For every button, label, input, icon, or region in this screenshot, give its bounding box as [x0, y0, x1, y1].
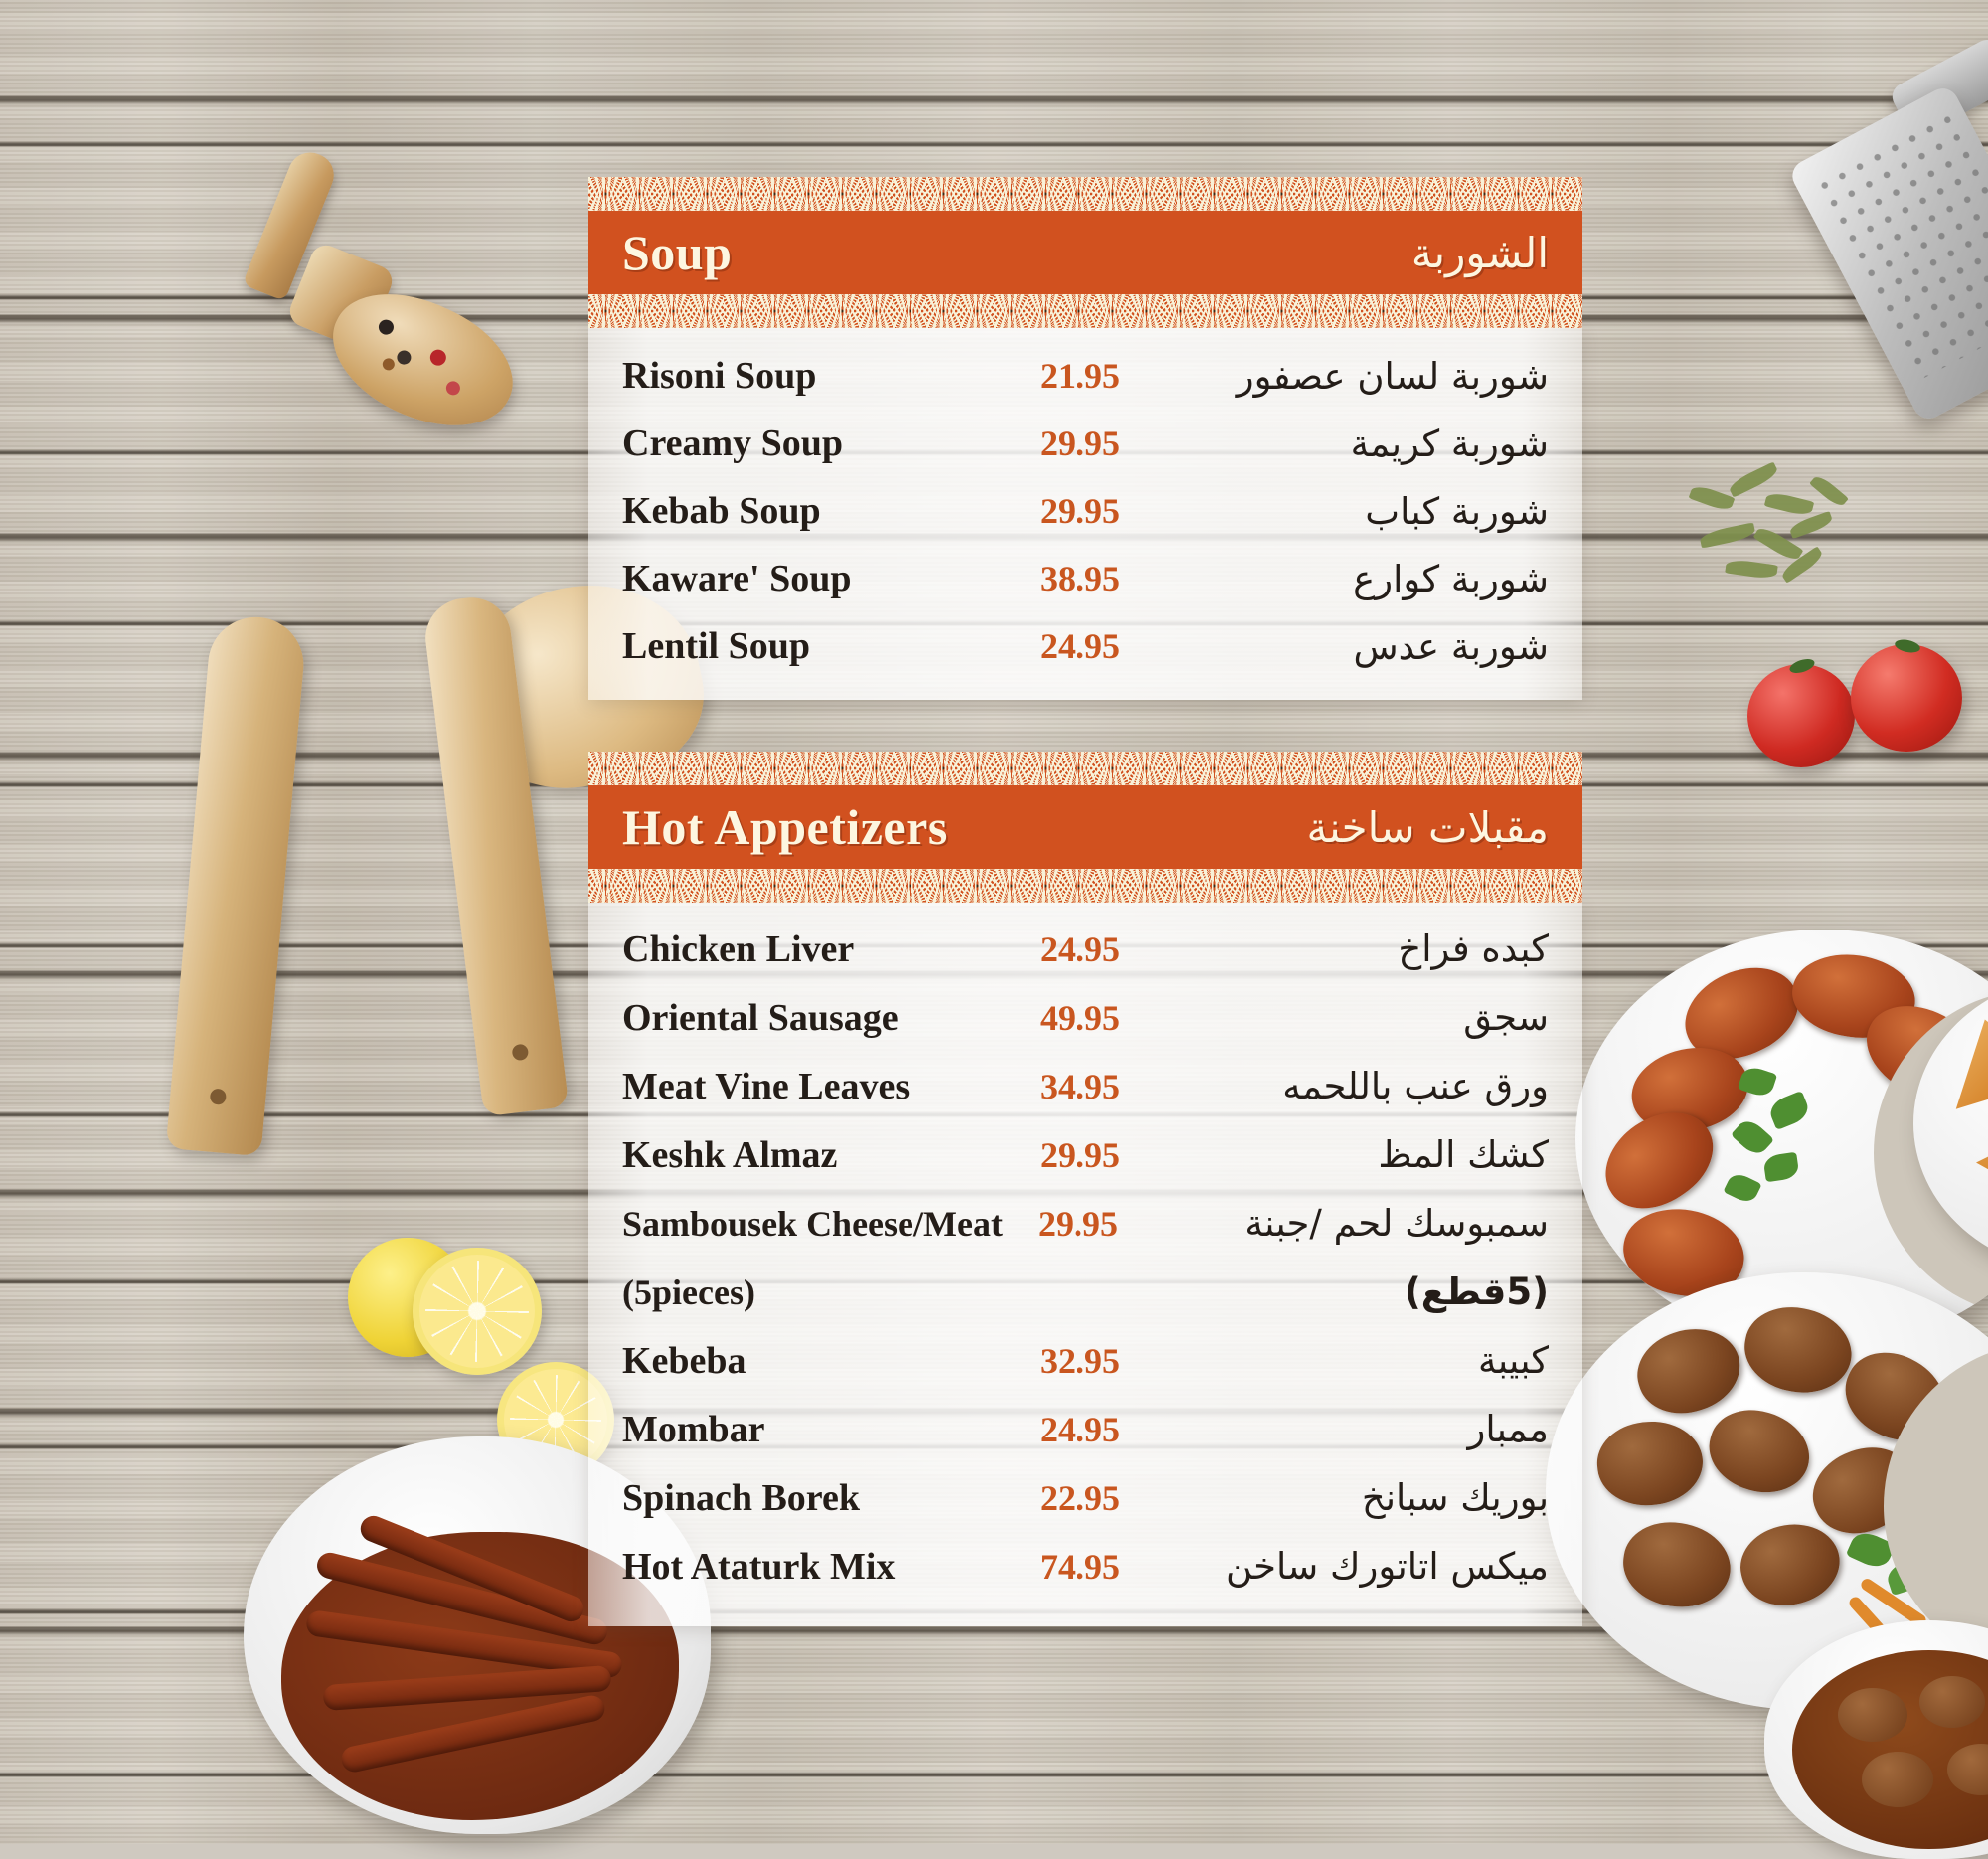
item-name-ar: (5قطع) — [1404, 1270, 1549, 1313]
item-name-ar: شوربة كباب — [1365, 489, 1549, 533]
item-price: 29.95 — [1038, 1203, 1118, 1244]
item-price: 24.95 — [1040, 626, 1120, 666]
section-header-hot-appetizers: Hot Appetizers مقبلات ساخنة — [588, 785, 1582, 869]
item-name-en: Lentil Soup — [622, 625, 811, 667]
item-name-en: Meat Vine Leaves — [622, 1065, 911, 1107]
peppercorn — [376, 317, 397, 338]
meatball — [1699, 1399, 1820, 1504]
item-name-en: Kaware' Soup — [622, 558, 852, 599]
item-price: 34.95 — [1040, 1066, 1120, 1106]
item-price: 29.95 — [1040, 491, 1120, 531]
section-title-en: Hot Appetizers — [622, 799, 948, 855]
menu-item-row[interactable]: Oriental Sausage 49.95 سجق — [588, 983, 1582, 1052]
item-price: 22.95 — [1040, 1477, 1120, 1518]
item-name-ar: شوربة لسان عصفور — [1236, 354, 1549, 398]
menu-item-row[interactable]: Kaware' Soup 38.95 شوربة كوارع — [588, 545, 1582, 612]
peppercorn — [427, 346, 449, 369]
item-name-en: Keshk Almaz — [622, 1133, 838, 1176]
item-name-en: Sambousek Cheese/Meat — [622, 1203, 1003, 1244]
menu-item-row[interactable]: Meat Vine Leaves 34.95 ورق عنب باللحمه — [588, 1052, 1582, 1120]
item-name-ar: شوربة كوارع — [1353, 557, 1549, 600]
plank-seam — [0, 141, 1988, 148]
ornament-band-top — [588, 752, 1582, 785]
item-price: 29.95 — [1040, 1134, 1120, 1175]
item-name-ar: كبده فراخ — [1398, 928, 1549, 970]
item-list-soup: Risoni Soup 21.95 شوربة لسان عصفور Cream… — [588, 328, 1582, 700]
item-price: 24.95 — [1040, 1409, 1120, 1449]
meatball — [1626, 1315, 1751, 1427]
item-name-ar: شوربة كريمة — [1350, 422, 1549, 465]
peppercorn — [395, 348, 414, 367]
item-name-en: Hot Ataturk Mix — [622, 1545, 896, 1588]
parsley-garnish — [1762, 1151, 1800, 1183]
item-name-en: Spinach Borek — [622, 1476, 860, 1519]
ornament-band-top — [588, 177, 1582, 211]
item-price: 29.95 — [1040, 423, 1120, 463]
ornament-band-bottom — [588, 294, 1582, 328]
item-price: 49.95 — [1040, 997, 1120, 1038]
parsley-garnish — [1730, 1115, 1775, 1159]
lemon-slice — [413, 1248, 542, 1375]
menu-item-row[interactable]: Mombar 24.95 ممبار — [588, 1395, 1582, 1463]
menu-item-row[interactable]: Lentil Soup 24.95 شوربة عدس — [588, 612, 1582, 680]
menu-item-row-continuation[interactable]: (5pieces) (5قطع) — [588, 1258, 1582, 1326]
peppercorn — [443, 379, 463, 398]
tomato — [1851, 644, 1962, 752]
parsley-garnish — [1766, 1090, 1812, 1131]
item-name-en: Oriental Sausage — [622, 996, 899, 1039]
item-name-ar: سجق — [1463, 996, 1549, 1039]
item-name-en: Kebab Soup — [622, 490, 821, 532]
menu-item-row[interactable]: Spinach Borek 22.95 بوريك سبانخ — [588, 1463, 1582, 1532]
tomato — [1747, 664, 1855, 767]
plank-seam — [0, 1772, 1988, 1778]
item-name-ar: كشك المظ — [1378, 1133, 1549, 1176]
stew-sauce — [1792, 1650, 1988, 1849]
item-list-hot-appetizers: Chicken Liver 24.95 كبده فراخ Oriental S… — [588, 903, 1582, 1626]
item-name-en: (5pieces) — [622, 1271, 755, 1312]
item-name-ar: بوريك سبانخ — [1361, 1476, 1549, 1519]
parsley-garnish — [1884, 1557, 1929, 1597]
section-title-ar: مقبلات ساخنة — [1306, 802, 1549, 852]
item-name-en: Risoni Soup — [622, 355, 817, 397]
item-name-ar: ممبار — [1467, 1408, 1549, 1450]
menu-item-row[interactable]: Kebeba 32.95 كبيبة — [588, 1326, 1582, 1395]
item-name-en: Kebeba — [622, 1339, 746, 1382]
item-price: 74.95 — [1040, 1546, 1120, 1587]
meatball — [1732, 1514, 1849, 1615]
menu-section-soup: Soup الشوربة Risoni Soup 21.95 شوربة لسا… — [588, 177, 1582, 700]
menu-item-row[interactable]: Risoni Soup 21.95 شوربة لسان عصفور — [588, 342, 1582, 410]
section-title-ar: الشوربة — [1410, 228, 1549, 277]
menu-item-row[interactable]: Kebab Soup 29.95 شوربة كباب — [588, 477, 1582, 545]
meatball — [1738, 1299, 1859, 1401]
menu-item-row[interactable]: Chicken Liver 24.95 كبده فراخ — [588, 915, 1582, 983]
item-name-ar: سمبوسك لحم /جبنة — [1244, 1202, 1549, 1245]
peppercorn — [380, 356, 397, 373]
meat-stew-bowl — [1764, 1620, 1988, 1859]
section-header-soup: Soup الشوربة — [588, 211, 1582, 294]
section-title-en: Soup — [622, 225, 733, 280]
parsley-garnish — [1723, 1170, 1762, 1206]
item-price: 21.95 — [1040, 356, 1120, 396]
menu-item-row[interactable]: Creamy Soup 29.95 شوربة كريمة — [588, 410, 1582, 477]
dried-herbs — [1680, 461, 1864, 616]
menu-item-row[interactable]: Sambousek Cheese/Meat 29.95 سمبوسك لحم /… — [588, 1189, 1582, 1258]
item-price: 38.95 — [1040, 559, 1120, 598]
item-price: 24.95 — [1040, 929, 1120, 969]
menu-section-hot-appetizers: Hot Appetizers مقبلات ساخنة Chicken Live… — [588, 752, 1582, 1626]
item-name-ar: كبيبة — [1478, 1339, 1549, 1382]
item-name-ar: ورق عنب باللحمه — [1282, 1065, 1549, 1107]
meatball — [1617, 1515, 1737, 1614]
meatball — [1592, 1416, 1708, 1511]
item-price: 32.95 — [1040, 1340, 1120, 1381]
item-name-en: Mombar — [622, 1408, 765, 1450]
parsley-garnish — [1845, 1527, 1897, 1573]
menu-item-row[interactable]: Hot Ataturk Mix 74.95 ميكس اتاتورك ساخن — [588, 1532, 1582, 1601]
samosa — [1963, 1088, 1988, 1230]
ornament-band-bottom — [588, 869, 1582, 903]
item-name-en: Creamy Soup — [622, 422, 844, 464]
item-name-ar: ميكس اتاتورك ساخن — [1225, 1545, 1549, 1588]
menu-item-row[interactable]: Keshk Almaz 29.95 كشك المظ — [588, 1120, 1582, 1189]
item-name-ar: شوربة عدس — [1353, 624, 1549, 668]
item-name-en: Chicken Liver — [622, 928, 855, 970]
